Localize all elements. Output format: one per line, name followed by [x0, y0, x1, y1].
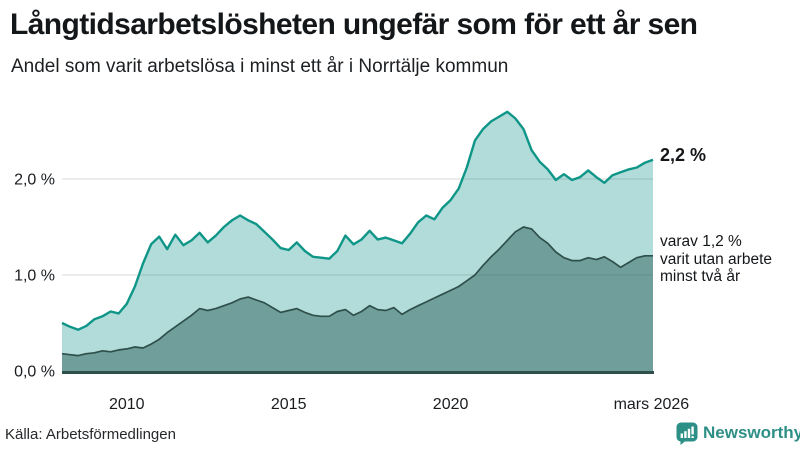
y-tick-label: 0,0 % — [14, 364, 55, 381]
x-tick-label: 2015 — [271, 396, 307, 413]
source-credit: Källa: Arbetsförmedlingen — [5, 426, 176, 443]
brand-logo: Newsworthy — [676, 421, 800, 445]
newsworthy-chart-bubble-icon — [676, 422, 698, 445]
series-end-label-two-years: varav 1,2 % varit utan arbete minst två … — [660, 233, 773, 285]
x-tick-label: 2010 — [109, 396, 145, 413]
line-series-1 — [61, 226, 653, 357]
x-tick-label: mars 2026 — [614, 396, 690, 413]
y-tick-label: 1,0 % — [14, 268, 55, 285]
y-tick-label: 2,0 % — [14, 172, 55, 189]
chart-subtitle: Andel som varit arbetslösa i minst ett å… — [11, 56, 509, 77]
x-tick-label: 2020 — [433, 396, 469, 413]
series-end-label-one-year: 2,2 % — [660, 145, 707, 165]
brand-name: Newsworthy — [703, 423, 800, 442]
line-series-0 — [61, 110, 654, 331]
area-series-1 — [62, 227, 653, 371]
page-title: Långtidsarbetslösheten ungefär som för e… — [10, 8, 698, 41]
